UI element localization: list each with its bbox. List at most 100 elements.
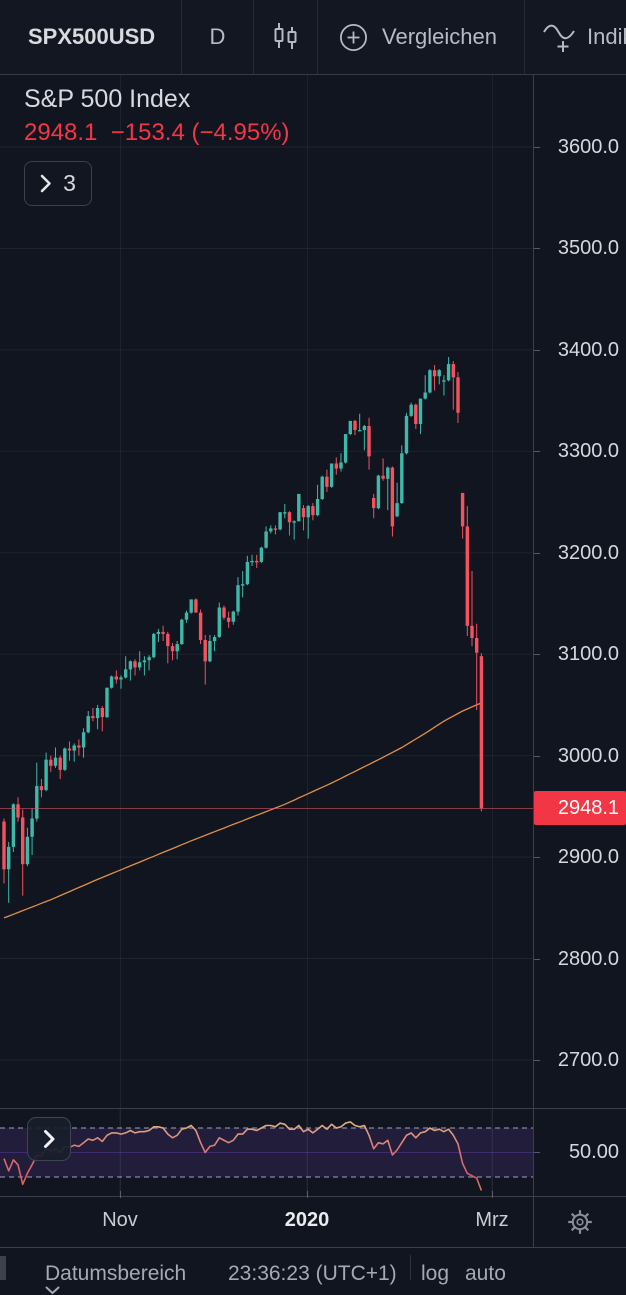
- compare-label: Vergleichen: [382, 24, 497, 49]
- candle-body: [30, 818, 34, 837]
- price-tick-mark: [533, 552, 540, 554]
- candle-body: [53, 757, 58, 766]
- candle-body: [16, 804, 20, 818]
- date-range-label: Datumsbereich: [45, 1262, 187, 1285]
- candle-body: [339, 462, 343, 469]
- candle-body: [72, 745, 76, 751]
- rsi-band: [0, 1128, 533, 1177]
- time-tick-mark: [492, 1191, 493, 1198]
- indicators-label: Indikatoren: [587, 24, 626, 49]
- candle-body: [404, 415, 409, 454]
- candle-body: [203, 640, 207, 662]
- interval-button[interactable]: D: [182, 0, 254, 74]
- candle-body: [409, 404, 413, 416]
- price-tick-label: 2800.0: [557, 947, 619, 970]
- chart-title: S&P 500 Index: [24, 85, 191, 113]
- candle-body: [91, 716, 95, 719]
- candle-body: [77, 745, 81, 748]
- vertical-gridline: [120, 75, 121, 1196]
- auto-scale-button[interactable]: auto: [465, 1262, 506, 1285]
- candle-body: [301, 508, 306, 518]
- indicator-wave-icon: [541, 19, 577, 56]
- last-price: 2948.1: [24, 119, 98, 146]
- candle-body: [105, 687, 109, 718]
- candle-body: [58, 757, 62, 770]
- candle-body: [381, 475, 385, 479]
- time-tick-mark: [307, 1191, 308, 1198]
- candle-body: [460, 492, 465, 527]
- candle-body: [236, 585, 240, 612]
- time-tick-label: Mrz: [475, 1209, 509, 1231]
- top-toolbar: SPX500USD D Vergleichen Indikatoren: [0, 0, 626, 75]
- bottom-bar-separator: [0, 1247, 626, 1248]
- candle-body: [353, 420, 357, 430]
- candle-body: [423, 392, 427, 399]
- candle-body: [63, 748, 67, 770]
- candle-body: [241, 584, 245, 586]
- candle-body: [465, 526, 469, 626]
- candle-body: [86, 716, 90, 733]
- settings-gear-icon[interactable]: [566, 1208, 594, 1236]
- candle-body: [311, 506, 315, 516]
- chevron-down-icon: [45, 1286, 196, 1295]
- candle-body: [147, 657, 151, 661]
- price-axis-border: [533, 75, 534, 1247]
- pane-separator[interactable]: [0, 1196, 626, 1197]
- candlestick-chart[interactable]: [0, 75, 533, 1108]
- candle-body: [170, 646, 175, 652]
- candle-body: [166, 633, 170, 647]
- scroll-handle[interactable]: [0, 1256, 6, 1280]
- rsi-expand-button[interactable]: [27, 1117, 71, 1161]
- candle-body: [255, 560, 259, 563]
- candle-body: [161, 631, 165, 634]
- candle-body: [418, 398, 423, 424]
- symbol-button[interactable]: SPX500USD: [0, 0, 182, 74]
- candle-body: [133, 661, 137, 668]
- candle-body: [283, 512, 287, 514]
- candle-body: [109, 676, 114, 688]
- candle-body: [156, 631, 161, 634]
- price-tick-label: 2900.0: [557, 846, 619, 869]
- candle-body: [7, 846, 11, 870]
- price-tick-label: 3200.0: [557, 541, 619, 564]
- candle-body: [39, 786, 44, 791]
- candle-body: [194, 599, 198, 613]
- candle-body: [175, 644, 179, 652]
- candle-body: [142, 660, 147, 663]
- rsi-pane[interactable]: [0, 1108, 533, 1196]
- indicators-button[interactable]: Indikatoren: [525, 0, 626, 74]
- clock-label[interactable]: 23:36:23 (UTC+1): [228, 1262, 397, 1285]
- price-tick-mark: [533, 451, 540, 453]
- price-tick-mark: [533, 755, 540, 757]
- candle-body: [470, 625, 474, 638]
- candle-body: [259, 547, 264, 562]
- candle-body: [124, 669, 128, 678]
- chart-style-button[interactable]: [254, 0, 318, 74]
- price-tick-label: 3100.0: [557, 643, 619, 666]
- candle-body: [189, 599, 193, 613]
- candle-body: [358, 430, 362, 432]
- rsi-level-label: 50.00: [568, 1141, 619, 1163]
- candle-body: [306, 506, 310, 518]
- candle-body: [278, 512, 282, 530]
- candle-body: [400, 453, 404, 503]
- compare-button[interactable]: Vergleichen: [318, 0, 525, 74]
- candle-body: [376, 475, 381, 509]
- candle-body: [11, 804, 16, 847]
- price-tick-label: 3500.0: [557, 237, 619, 260]
- date-range-button[interactable]: Datumsbereich: [45, 1262, 196, 1295]
- pane-separator[interactable]: [0, 1108, 626, 1109]
- candle-body: [250, 560, 254, 563]
- log-scale-button[interactable]: log: [421, 1262, 450, 1285]
- price-tick-mark: [533, 147, 540, 148]
- price-tick-mark: [533, 248, 540, 250]
- candle-body: [226, 617, 231, 622]
- candle-body: [343, 434, 348, 463]
- last-price-tag: 2948.1: [534, 791, 626, 825]
- candle-body: [231, 611, 235, 622]
- chevron-right-icon: [40, 174, 52, 193]
- candle-body: [114, 676, 118, 680]
- candle-body: [292, 521, 296, 523]
- candle-body: [264, 531, 268, 548]
- legend-expand-button[interactable]: 3: [24, 161, 92, 206]
